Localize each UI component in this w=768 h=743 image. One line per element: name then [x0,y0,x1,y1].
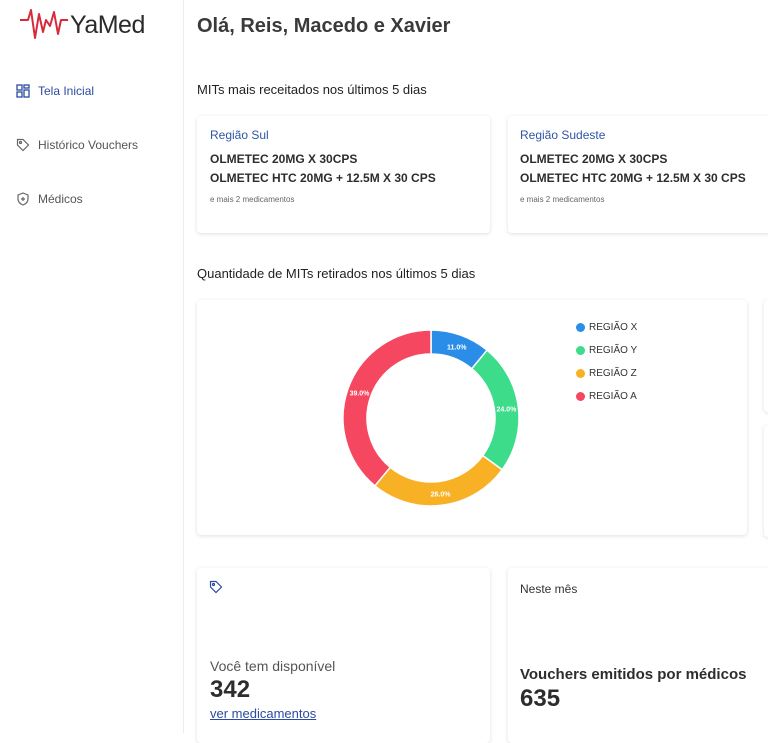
slice-data-label: 39.0% [350,390,371,397]
sidebar-item-label: Histórico Vouchers [38,138,139,152]
region-name: Região Sul [210,128,269,142]
legend-label: REGIÃO Z [589,368,637,379]
available-count: 342 [210,676,251,703]
chart-card: 11.0% 24.0% 26.0% 39.0% REGIÃO X REGIÃO Y REG… [197,300,747,535]
sidebar-item-historico-vouchers[interactable]: Histórico Vouchers [16,138,138,152]
sidebar-item-medicos[interactable]: Médicos [16,192,83,206]
sidebar-item-label: Médicos [38,192,83,206]
legend-color-dot [576,346,585,355]
logo-text: YaMed [70,10,145,39]
side-card [764,300,768,412]
page-title: Olá, Reis, Macedo e Xavier [197,15,451,37]
donut-slice[interactable] [373,454,504,507]
region-name: Região Sudeste [520,128,606,142]
more-medications: e mais 2 medicamentos [210,195,295,204]
tag-icon [16,138,30,152]
legend-label: REGIÃO Y [589,345,638,356]
region-card-sudeste[interactable]: Região Sudeste OLMETEC 20MG X 30CPS OLME… [508,116,768,233]
legend-color-dot [576,392,585,401]
legend-item[interactable]: REGIÃO Y [576,345,637,356]
tag-icon [209,580,223,599]
medication-item: OLMETEC HTC 20MG + 12.5M X 30 CPS [520,171,746,185]
donut-chart: 11.0% 24.0% 26.0% 39.0% [342,329,520,507]
region-card-sul[interactable]: Região Sul OLMETEC 20MG X 30CPS OLMETEC … [197,116,490,233]
vouchers-period: Neste mês [520,582,578,596]
legend-color-dot [576,369,585,378]
donut-slice[interactable] [342,329,432,487]
vouchers-count: 635 [520,685,561,712]
main-content: Olá, Reis, Macedo e Xavier MITs mais rec… [184,0,768,743]
legend-color-dot [576,323,585,332]
legend-label: REGIÃO A [589,391,637,402]
available-label: Você tem disponível [210,658,336,674]
slice-data-label: 26.0% [431,491,452,498]
vouchers-label: Vouchers emitidos por médicos [520,666,747,683]
dashboard-icon [16,84,30,98]
see-medications-link[interactable]: ver medicamentos [210,706,317,721]
sidebar-item-label: Tela Inicial [38,84,95,98]
sidebar-item-tela-inicial[interactable]: Tela Inicial [16,84,94,98]
medication-item: OLMETEC 20MG X 30CPS [210,152,358,166]
logo[interactable]: YaMed [20,6,145,44]
sidebar: YaMed Tela Inicial Histórico Vouchers Mé… [0,0,184,733]
legend-item[interactable]: REGIÃO A [576,391,637,402]
legend-item[interactable]: REGIÃO X [576,322,637,333]
slice-data-label: 11.0% [447,344,467,351]
more-medications: e mais 2 medicamentos [520,195,605,204]
slice-data-label: 24.0% [496,406,517,413]
prescribed-section-title: MITs mais receitados nos últimos 5 dias [197,82,427,97]
heartbeat-logo-icon [20,9,68,39]
legend-label: REGIÃO X [589,322,638,333]
side-card [764,425,768,537]
medication-item: OLMETEC HTC 20MG + 12.5M X 30 CPS [210,171,436,185]
withdrawn-section-title: Quantidade de MITs retirados nos últimos… [197,266,476,281]
vouchers-card: Neste mês Vouchers emitidos por médicos … [508,568,768,743]
medication-item: OLMETEC 20MG X 30CPS [520,152,668,166]
shield-icon [16,192,30,206]
legend-item[interactable]: REGIÃO Z [576,368,637,379]
available-card: Você tem disponível 342 ver medicamentos [197,568,490,743]
